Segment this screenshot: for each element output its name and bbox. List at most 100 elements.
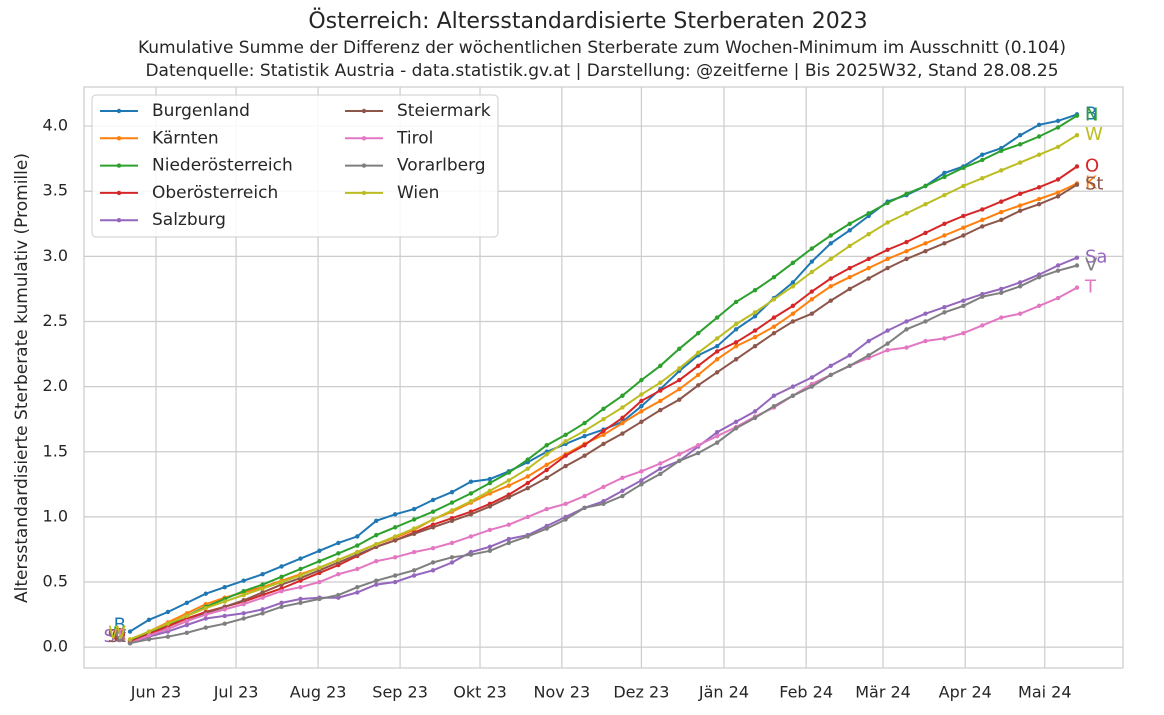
data-point: [961, 331, 966, 336]
data-point: [942, 310, 947, 315]
data-point: [260, 607, 265, 612]
data-point: [392, 534, 398, 539]
data-point: [752, 310, 758, 315]
data-point: [620, 431, 625, 436]
data-point: [317, 548, 322, 553]
data-point: [980, 323, 985, 328]
data-point: [1055, 295, 1061, 301]
data-point: [468, 512, 474, 517]
data-point: [828, 298, 833, 303]
data-point: [241, 588, 246, 594]
data-point: [714, 430, 720, 435]
data-point: [506, 522, 512, 527]
data-point: [449, 508, 455, 513]
data-point: [639, 469, 644, 474]
data-point: [904, 256, 909, 262]
data-point: [714, 315, 720, 320]
data-point: [430, 509, 436, 514]
data-point: [980, 224, 985, 229]
data-point: [752, 314, 758, 319]
data-point: [544, 462, 549, 467]
chart-title: Österreich: Altersstandardisierte Sterbe…: [308, 8, 867, 34]
data-point: [544, 526, 549, 531]
data-point: [279, 604, 284, 609]
data-point: [620, 475, 625, 481]
data-point: [392, 525, 398, 530]
legend-label: Vorarlberg: [397, 156, 486, 176]
data-point: [828, 284, 833, 289]
data-point: [411, 506, 417, 512]
data-point: [506, 478, 512, 483]
data-point: [487, 476, 493, 482]
data-point: [885, 265, 890, 271]
data-point: [146, 629, 152, 634]
data-point: [374, 542, 379, 547]
data-point: [430, 517, 436, 522]
data-point: [336, 572, 341, 577]
data-point: [961, 183, 966, 189]
y-tick-label: 1.0: [43, 506, 68, 525]
data-point: [487, 548, 493, 553]
data-point: [165, 626, 171, 632]
data-point: [241, 601, 246, 607]
data-point: [866, 232, 871, 237]
data-point: [639, 478, 644, 483]
data-point: [525, 457, 530, 462]
legend-label: Steiermark: [397, 101, 491, 121]
data-point: [866, 256, 871, 262]
data-point: [487, 504, 493, 509]
data-point: [639, 419, 644, 424]
data-point: [695, 363, 701, 368]
data-point: [658, 461, 663, 466]
data-point: [203, 616, 208, 621]
data-point: [260, 586, 265, 591]
data-point: [1074, 285, 1080, 290]
data-point: [392, 579, 398, 585]
data-point: [1055, 263, 1061, 268]
data-point: [752, 334, 758, 340]
data-point: [1017, 132, 1023, 138]
data-point: [336, 540, 341, 546]
data-point: [317, 558, 322, 564]
data-point: [942, 170, 947, 176]
data-point: [411, 549, 417, 555]
data-point: [582, 493, 587, 499]
data-point: [544, 467, 549, 473]
data-point: [165, 634, 171, 639]
x-tick-label: Jul 23: [213, 683, 259, 702]
series-start-label: St: [108, 626, 126, 647]
data-point: [392, 555, 398, 560]
data-point: [639, 377, 644, 383]
data-point: [790, 319, 796, 324]
data-point: [1074, 113, 1080, 118]
data-point: [980, 152, 985, 157]
data-point: [695, 383, 701, 388]
data-point: [885, 200, 890, 206]
data-point: [961, 233, 966, 238]
data-point: [658, 466, 663, 471]
data-point: [828, 241, 833, 246]
data-point: [355, 590, 360, 595]
data-point: [999, 217, 1004, 223]
data-point: [582, 453, 587, 458]
data-point: [809, 246, 815, 251]
data-point: [241, 598, 246, 603]
data-point: [506, 540, 512, 546]
data-point: [411, 568, 417, 573]
data-point: [771, 297, 777, 302]
data-point: [298, 596, 303, 602]
legend-label: Niederösterreich: [152, 156, 293, 176]
data-point: [260, 582, 265, 587]
data-point: [677, 387, 682, 392]
data-point: [241, 616, 246, 621]
data-point: [695, 331, 701, 336]
data-point: [904, 191, 909, 197]
data-point: [1074, 132, 1080, 138]
data-point: [525, 480, 530, 486]
data-point: [620, 393, 625, 398]
data-point: [563, 463, 568, 469]
data-point: [923, 183, 928, 189]
data-point: [165, 609, 171, 615]
data-point: [714, 349, 720, 354]
data-point: [961, 213, 966, 219]
